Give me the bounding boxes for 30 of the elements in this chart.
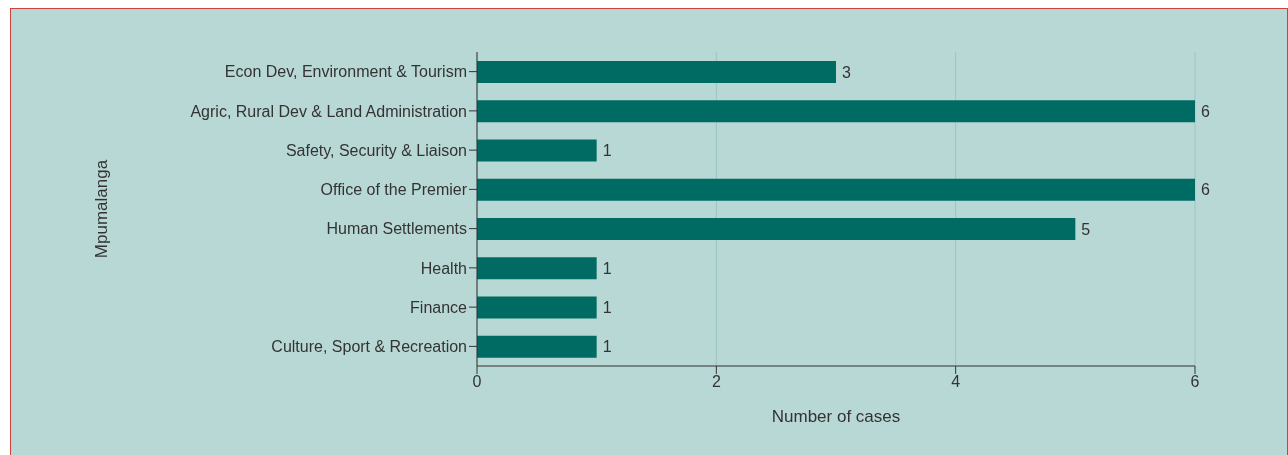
x-axis-title: Number of cases	[771, 407, 901, 426]
bar	[477, 296, 597, 319]
data-label: 6	[1201, 102, 1210, 120]
x-tick-label: 0	[472, 373, 482, 391]
y-tick-label: Finance	[410, 298, 468, 316]
data-label: 1	[602, 338, 612, 356]
x-tick-label: 6	[1190, 373, 1200, 391]
y-tick-label: Office of the Premier	[320, 181, 468, 199]
y-tick-label: Agric, Rural Dev & Land Administration	[190, 102, 467, 120]
y-tick-label: Culture, Sport & Recreation	[271, 338, 467, 356]
y-tick-label: Econ Dev, Environment & Tourism	[224, 63, 467, 81]
data-label: 6	[1201, 181, 1210, 199]
bar	[477, 139, 597, 162]
data-label: 3	[842, 63, 851, 81]
data-label: 1	[602, 142, 612, 160]
bar	[477, 218, 1076, 240]
data-label: 1	[602, 299, 612, 317]
bar	[477, 61, 836, 83]
data-label: 5	[1081, 220, 1091, 238]
bar	[477, 100, 1195, 123]
y-tick-label: Safety, Security & Liaison	[285, 141, 467, 159]
bar	[477, 257, 597, 280]
x-tick-label: 4	[951, 373, 961, 391]
y-tick-label: Human Settlements	[326, 220, 467, 238]
y-tick-label: Health	[420, 259, 467, 277]
bar	[477, 335, 597, 358]
bar	[477, 178, 1195, 201]
x-tick-label: 2	[711, 373, 721, 391]
data-label: 1	[602, 259, 612, 277]
y-axis-title: Mpumalanga	[92, 159, 112, 259]
